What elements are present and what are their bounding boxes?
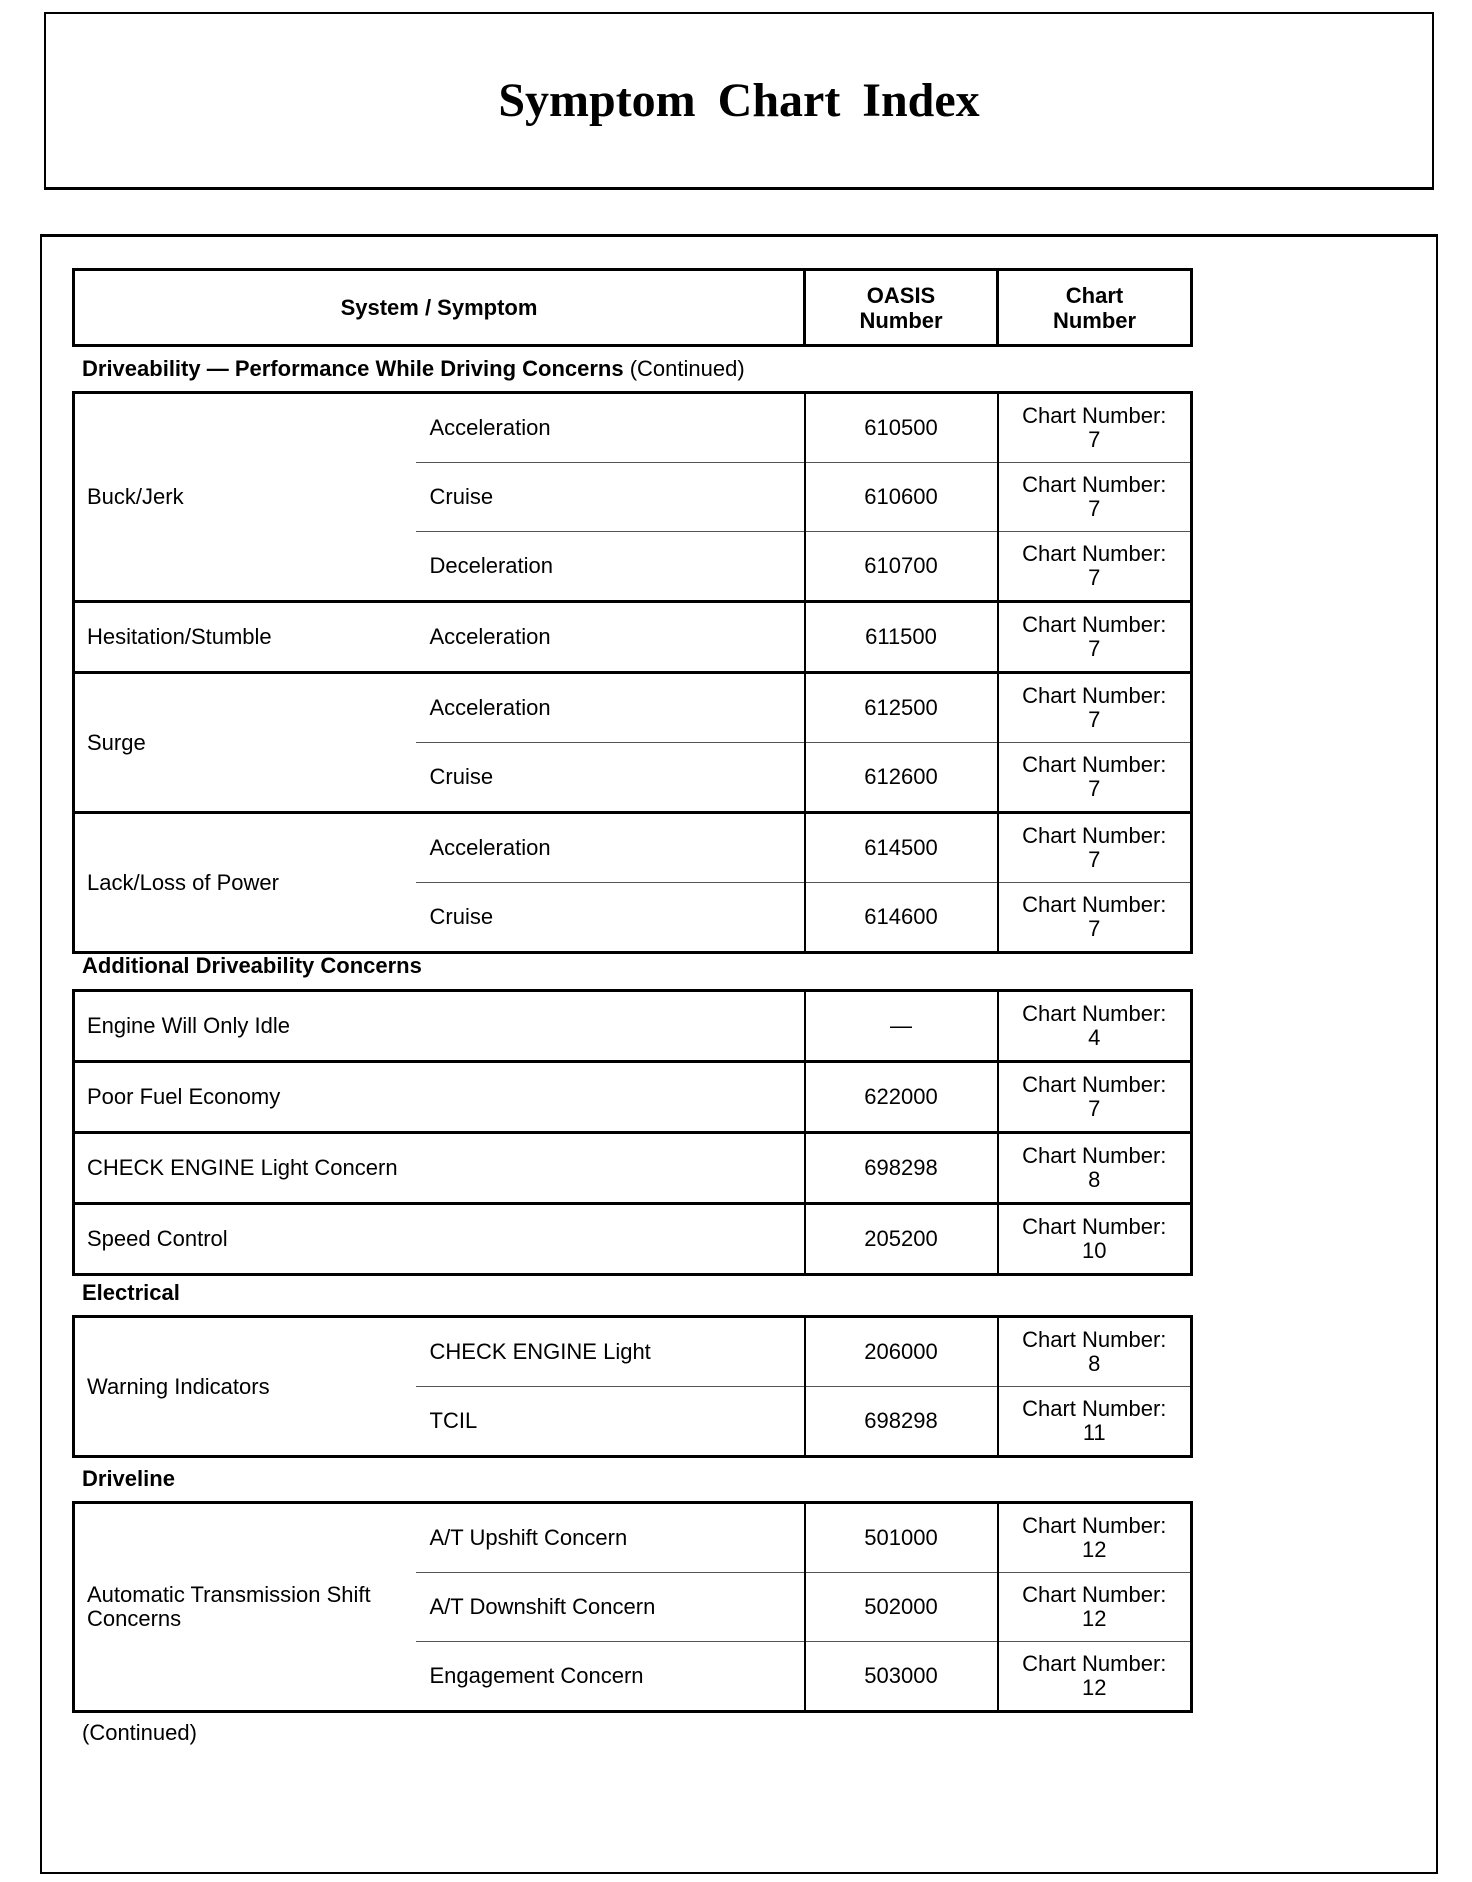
continued-note: (Continued) <box>82 1720 197 1745</box>
system-cell: CHECK ENGINE Light Concern <box>71 1131 805 1205</box>
symptom-cell: A/T Upshift Concern <box>415 1501 805 1573</box>
header-chart-number: Chart Number <box>996 268 1193 347</box>
section-label: Driveline <box>82 1466 175 1491</box>
system-cell: Engine Will Only Idle <box>71 989 805 1063</box>
chart-number-cell: Chart Number: 4 <box>996 989 1194 1063</box>
oasis-number-cell: 502000 <box>803 1572 998 1642</box>
symptom-cell: Cruise <box>415 462 805 532</box>
chart-number-cell: Chart Number: 7 <box>996 671 1193 743</box>
oasis-number-cell: 503000 <box>803 1641 998 1713</box>
oasis-number-cell: 611500 <box>803 600 998 674</box>
chart-number-cell: Chart Number: 7 <box>996 600 1193 674</box>
title-box: Symptom Chart Index <box>44 12 1434 190</box>
oasis-number-cell: 612500 <box>803 671 998 743</box>
symptom-cell: A/T Downshift Concern <box>415 1572 805 1642</box>
section-table: Buck/Jerk Acceleration 610500 Chart Number:… <box>72 391 1193 954</box>
chart-number-cell: Chart Number: 10 <box>996 1202 1194 1276</box>
table-row: Surge Acceleration 612500 Chart Number: 7 <box>72 671 1193 814</box>
chart-number-cell: Chart Number: 7 <box>996 811 1193 883</box>
system-cell: Buck/Jerk <box>72 391 416 603</box>
table-row: TCIL 698298 Chart Number: 11 <box>74 1386 1193 1458</box>
section-label: Additional Driveability Concerns <box>82 953 422 978</box>
chart-number-cell: Chart Number: 7 <box>996 1060 1194 1134</box>
table-row: Hesitation/Stumble Acceleration 611500 Char… <box>72 600 1193 674</box>
table-row: Cruise 612600 Chart Number: 7 <box>74 742 1193 814</box>
symptom-cell: Acceleration <box>415 600 805 674</box>
oasis-number-cell: 698298 <box>803 1386 998 1458</box>
symptom-cell: CHECK ENGINE Light <box>415 1315 805 1387</box>
system-cell: Warning Indicators <box>72 1315 416 1458</box>
chart-number-cell: Chart Number: 12 <box>996 1641 1193 1713</box>
oasis-number-cell: 610500 <box>803 391 998 463</box>
oasis-number-cell: 622000 <box>803 1060 998 1134</box>
oasis-number-cell: 206000 <box>803 1315 998 1387</box>
table-row: Cruise 614600 Chart Number: 7 <box>74 882 1193 954</box>
chart-number-cell: Chart Number: 11 <box>996 1386 1193 1458</box>
symptom-cell: Engagement Concern <box>415 1641 805 1713</box>
oasis-number-cell: 698298 <box>803 1131 998 1205</box>
chart-number-cell: Chart Number: 7 <box>996 391 1193 463</box>
table-header: System / Symptom OASIS Number Chart Numb… <box>72 268 1193 347</box>
system-cell: Automatic Transmission Shift Concerns <box>72 1501 416 1713</box>
symptom-cell: Acceleration <box>415 671 805 743</box>
chart-number-cell: Chart Number: 8 <box>996 1131 1194 1205</box>
section-table: Automatic Transmission Shift Concerns A/T… <box>72 1501 1193 1713</box>
chart-number-cell: Chart Number: 7 <box>996 742 1193 814</box>
table-row: Automatic Transmission Shift Concerns A/T… <box>72 1501 1193 1713</box>
table-row: CHECK ENGINE Light Concern 698298 Chart Nu… <box>71 1131 1194 1205</box>
chart-number-cell: Chart Number: 7 <box>996 882 1193 954</box>
symptom-cell: TCIL <box>415 1386 805 1458</box>
oasis-number-cell: 614500 <box>803 811 998 883</box>
chart-number-cell: Chart Number: 12 <box>996 1501 1193 1573</box>
chart-number-cell: Chart Number: 12 <box>996 1572 1193 1642</box>
symptom-cell: Acceleration <box>415 811 805 883</box>
oasis-number-cell: 501000 <box>803 1501 998 1573</box>
oasis-number-cell: 610600 <box>803 462 998 532</box>
chart-number-cell: Chart Number: 8 <box>996 1315 1193 1387</box>
section-label: Driveability — Performance While Driving… <box>82 356 745 381</box>
symptom-cell: Acceleration <box>415 391 805 463</box>
page-title: Symptom Chart Index <box>498 74 980 127</box>
table-row: A/T Downshift Concern 502000 Chart Number:… <box>74 1572 1193 1642</box>
system-cell: Lack/Loss of Power <box>72 811 416 954</box>
table-row: Buck/Jerk Acceleration 610500 Chart Number:… <box>72 391 1193 603</box>
symptom-cell: Cruise <box>415 742 805 814</box>
oasis-number-cell: 614600 <box>803 882 998 954</box>
system-cell: Poor Fuel Economy <box>71 1060 805 1134</box>
system-cell: Hesitation/Stumble <box>72 600 416 674</box>
system-cell: Surge <box>72 671 416 814</box>
oasis-number-cell: 612600 <box>803 742 998 814</box>
table-row: Warning Indicators CHECK ENGINE Light 2060… <box>72 1315 1193 1458</box>
table-row: Poor Fuel Economy 622000 Chart Number: 7 <box>71 1060 1194 1134</box>
table-row: Lack/Loss of Power Acceleration 614500 Char… <box>72 811 1193 954</box>
oasis-number-cell: — <box>803 989 998 1063</box>
table-row: Engagement Concern 503000 Chart Number: 12 <box>74 1641 1193 1713</box>
system-cell: Speed Control <box>71 1202 805 1276</box>
index-frame <box>40 234 1438 1874</box>
table-row: Engine Will Only Idle — Chart Number: 4 <box>71 989 1194 1063</box>
table-row: Cruise 610600 Chart Number: 7 <box>74 462 1193 532</box>
symptom-cell: Deceleration <box>415 531 805 603</box>
header-oasis-number: OASIS Number <box>803 268 999 347</box>
oasis-number-cell: 205200 <box>803 1202 998 1276</box>
section-table: Warning Indicators CHECK ENGINE Light 2060… <box>72 1315 1193 1458</box>
section-table: Engine Will Only Idle — Chart Number: 4 Poor… <box>71 989 1194 1276</box>
header-system-symptom: System / Symptom <box>72 268 806 347</box>
table-row: Deceleration 610700 Chart Number: 7 <box>74 531 1193 603</box>
oasis-number-cell: 610700 <box>803 531 998 603</box>
chart-number-cell: Chart Number: 7 <box>996 531 1193 603</box>
symptom-cell: Cruise <box>415 882 805 954</box>
chart-number-cell: Chart Number: 7 <box>996 462 1193 532</box>
table-row: Speed Control 205200 Chart Number: 10 <box>71 1202 1194 1276</box>
section-label: Electrical <box>82 1280 180 1305</box>
